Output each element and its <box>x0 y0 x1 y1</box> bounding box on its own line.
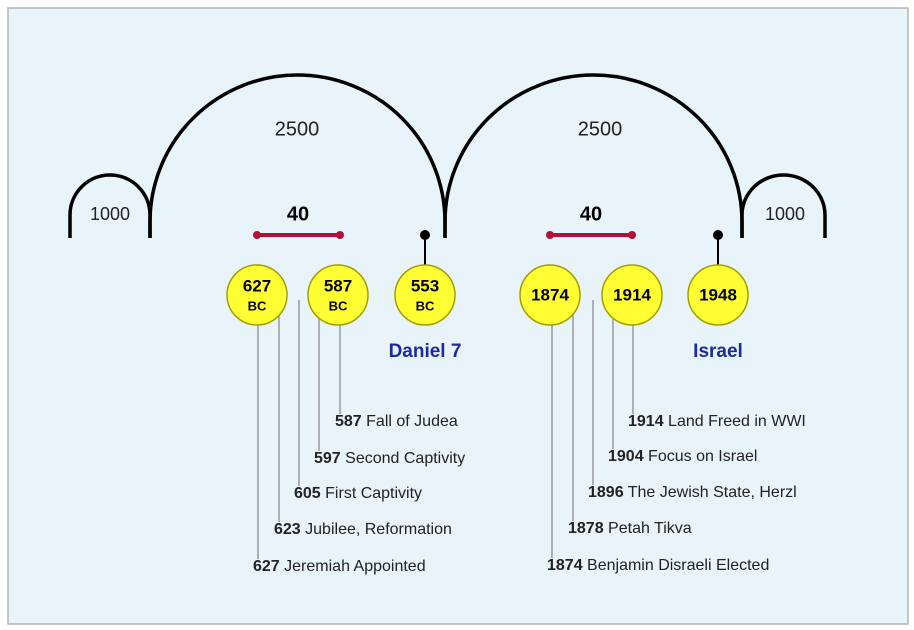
event-year: 1896 <box>588 484 624 501</box>
arc <box>68 173 152 238</box>
dot <box>336 231 344 239</box>
event: 1904 Focus on Israel <box>608 448 757 465</box>
date-circle: 1948 <box>687 264 749 326</box>
event-text: Jeremiah Appointed <box>284 558 425 575</box>
date-circle: 553 BC <box>394 264 456 326</box>
event: 627 Jeremiah Appointed <box>253 558 426 575</box>
arc <box>443 73 744 238</box>
pins <box>420 230 723 265</box>
span-label: 1000 <box>90 204 130 224</box>
panel <box>7 7 909 625</box>
event-text: The Jewish State, Herzl <box>628 484 797 501</box>
circle <box>519 264 581 326</box>
circle <box>601 264 663 326</box>
date-era: BC <box>416 298 435 313</box>
circle <box>394 264 456 326</box>
event-year: 587 <box>335 413 362 430</box>
date-circle: 587 BC <box>307 264 369 326</box>
event: 1896 The Jewish State, Herzl <box>588 484 797 501</box>
event-text: Jubilee, Reformation <box>305 521 452 538</box>
date-year: 627 <box>243 276 271 295</box>
dot <box>628 231 636 239</box>
event-text: Fall of Judea <box>366 413 458 430</box>
event: 1914 Land Freed in WWI <box>628 413 806 430</box>
event: 597 Second Captivity <box>314 450 465 467</box>
event-year: 1914 <box>628 413 664 430</box>
marker-label: Israel <box>693 341 743 362</box>
interval-label: 40 <box>287 203 309 225</box>
date-year: 1874 <box>531 285 569 304</box>
span-label: 1000 <box>765 204 805 224</box>
event-year: 627 <box>253 558 280 575</box>
circle <box>687 264 749 326</box>
event-text: First Captivity <box>325 485 422 502</box>
event-text: Petah Tikva <box>608 520 692 537</box>
date-year: 553 <box>411 276 439 295</box>
date-era: BC <box>329 298 348 313</box>
date-circle: 1914 <box>601 264 663 326</box>
event-year: 1878 <box>568 520 604 537</box>
circle <box>226 264 288 326</box>
date-year: 587 <box>324 276 352 295</box>
arcs <box>68 73 827 238</box>
date-circle: 627 BC <box>226 264 288 326</box>
event-year: 597 <box>314 450 341 467</box>
date-circle: 1874 <box>519 264 581 326</box>
date-year: 1948 <box>699 285 737 304</box>
span-label: 2500 <box>275 118 320 140</box>
interval-ends <box>253 231 636 239</box>
arc <box>148 73 447 238</box>
dot <box>253 231 261 239</box>
event-text: Benjamin Disraeli Elected <box>587 557 769 574</box>
event-text: Land Freed in WWI <box>668 413 806 430</box>
pin-head <box>420 230 430 240</box>
date-era: BC <box>248 298 267 313</box>
event-year: 605 <box>294 485 321 502</box>
event-year: 623 <box>274 521 301 538</box>
event: 605 First Captivity <box>294 485 422 502</box>
event-year: 1904 <box>608 448 644 465</box>
circle <box>307 264 369 326</box>
pin-head <box>713 230 723 240</box>
span-label: 2500 <box>578 118 623 140</box>
arc <box>740 173 827 238</box>
event: 587 Fall of Judea <box>335 413 458 430</box>
date-year: 1914 <box>613 285 651 304</box>
event-text: Focus on Israel <box>648 448 757 465</box>
event-year: 1874 <box>547 557 583 574</box>
event: 623 Jubilee, Reformation <box>274 521 452 538</box>
event-text: Second Captivity <box>345 450 465 467</box>
dot <box>546 231 554 239</box>
marker-label: Daniel 7 <box>389 341 462 362</box>
interval-label: 40 <box>580 203 602 225</box>
event: 1874 Benjamin Disraeli Elected <box>547 557 769 574</box>
event: 1878 Petah Tikva <box>568 520 692 537</box>
